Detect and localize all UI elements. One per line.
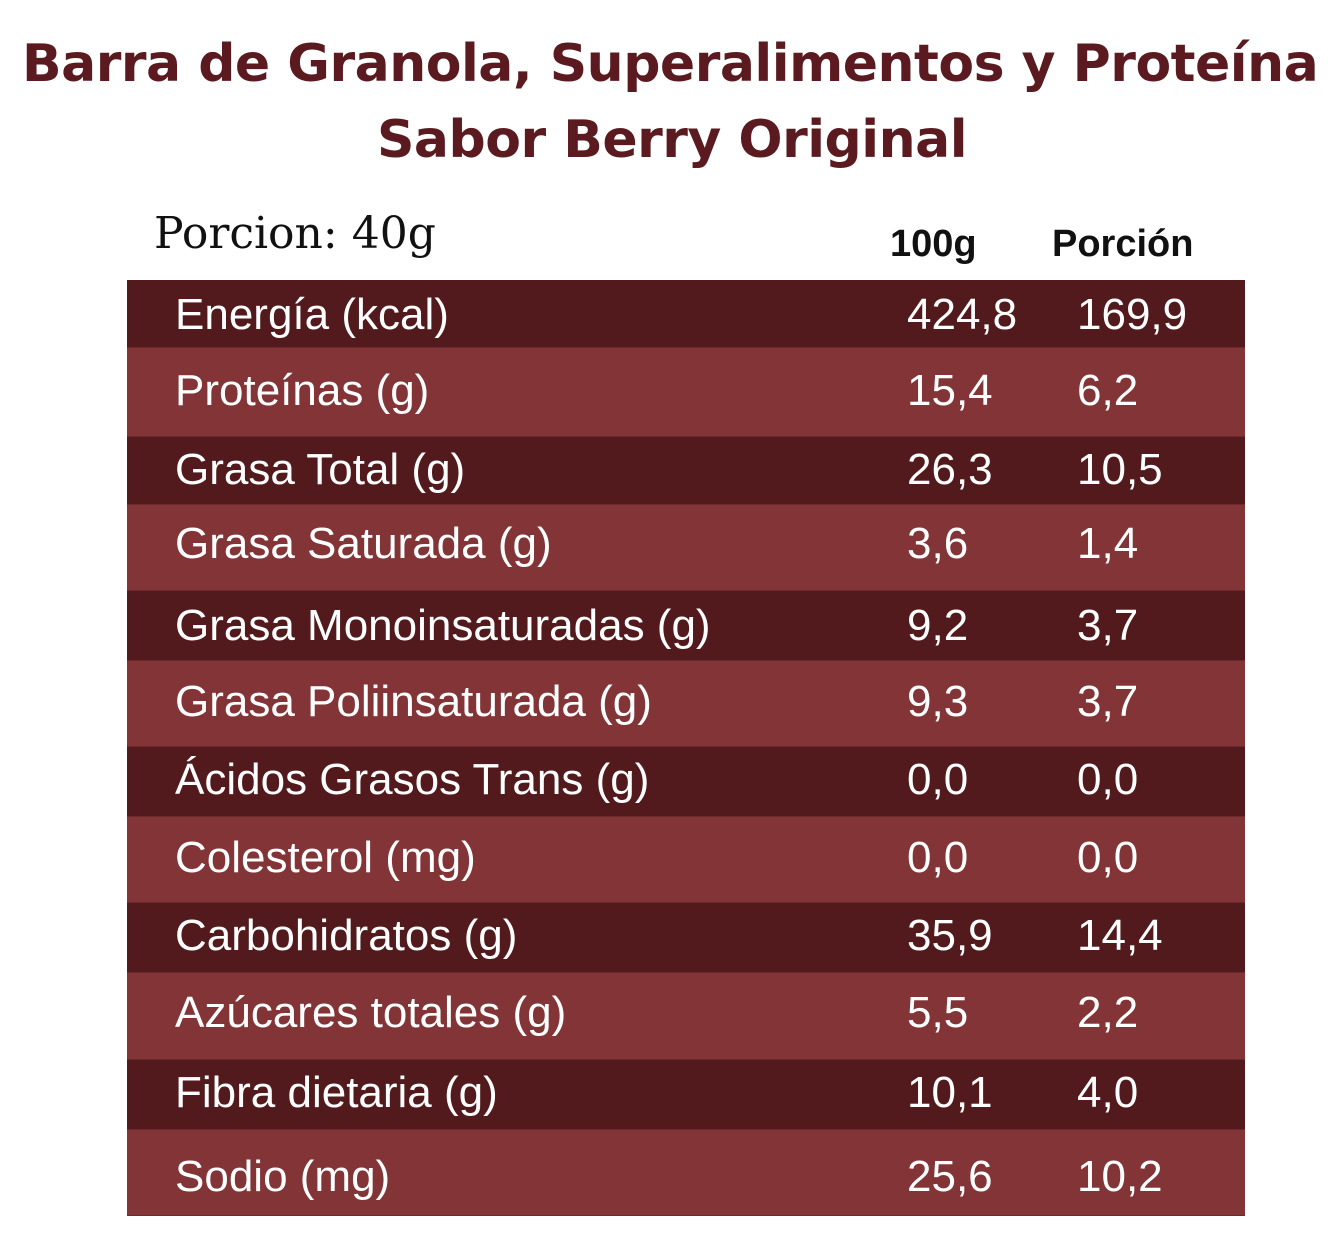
value-per-portion: 4,0	[1077, 1068, 1139, 1117]
table-row: Carbohidratos (g) 35,9 14,4	[127, 903, 1245, 973]
value-per-portion: 3,7	[1077, 601, 1139, 650]
table-row: Sodio (mg) 25,6 10,2	[127, 1130, 1245, 1216]
table-row: Grasa Total (g) 26,3 10,5	[127, 437, 1245, 505]
table-row: Proteínas (g) 15,4 6,2	[127, 348, 1245, 437]
value-per-portion: 0,0	[1077, 833, 1139, 882]
value-per-portion: 2,2	[1077, 988, 1139, 1037]
title-line-1: Barra de Granola, Superalimentos y Prote…	[22, 34, 1319, 94]
value-per-portion: 10,2	[1077, 1152, 1163, 1201]
table-row: Ácidos Grasos Trans (g) 0,0 0,0	[127, 747, 1245, 817]
table-row: Fibra dietaria (g) 10,1 4,0	[127, 1060, 1245, 1130]
table-row: Colesterol (mg) 0,0 0,0	[127, 817, 1245, 903]
value-per-100g: 5,5	[907, 988, 969, 1037]
value-per-100g: 3,6	[907, 519, 969, 568]
column-header-100g: 100g	[890, 223, 977, 265]
nutrient-name: Azúcares totales (g)	[175, 988, 567, 1037]
nutrient-name: Colesterol (mg)	[175, 833, 476, 882]
title-line-2: Sabor Berry Original	[376, 110, 968, 170]
value-per-portion: 14,4	[1077, 911, 1163, 960]
value-per-portion: 1,4	[1077, 519, 1139, 568]
column-header-portion: Porción	[1052, 223, 1194, 265]
nutrient-name: Proteínas (g)	[175, 366, 430, 415]
nutrition-table: Energía (kcal) 424,8 169,9 Proteínas (g) 15,…	[127, 280, 1245, 1216]
nutrient-name: Grasa Monoinsaturadas (g)	[175, 601, 711, 650]
nutrient-name: Ácidos Grasos Trans (g)	[175, 755, 650, 804]
value-per-100g: 35,9	[907, 911, 993, 960]
value-per-100g: 15,4	[907, 366, 993, 415]
value-per-100g: 26,3	[907, 445, 993, 494]
table-row: Grasa Monoinsaturadas (g) 9,2 3,7	[127, 591, 1245, 661]
value-per-portion: 0,0	[1077, 755, 1139, 804]
nutrient-name: Energía (kcal)	[175, 290, 449, 339]
nutrient-name: Sodio (mg)	[175, 1152, 391, 1201]
portion-size-label: Porcion: 40g	[154, 208, 436, 259]
value-per-portion: 3,7	[1077, 677, 1139, 726]
value-per-100g: 0,0	[907, 755, 969, 804]
value-per-100g: 424,8	[907, 290, 1018, 339]
value-per-portion: 6,2	[1077, 366, 1139, 415]
nutrient-name: Grasa Saturada (g)	[175, 519, 552, 568]
value-per-100g: 9,3	[907, 677, 969, 726]
value-per-portion: 169,9	[1077, 290, 1188, 339]
nutrient-name: Grasa Poliinsaturada (g)	[175, 677, 652, 726]
nutrient-name: Fibra dietaria (g)	[175, 1068, 498, 1117]
table-row: Azúcares totales (g) 5,5 2,2	[127, 973, 1245, 1060]
value-per-100g: 0,0	[907, 833, 969, 882]
value-per-100g: 25,6	[907, 1152, 993, 1201]
table-row: Grasa Poliinsaturada (g) 9,3 3,7	[127, 661, 1245, 747]
nutrient-name: Carbohidratos (g)	[175, 911, 518, 960]
value-per-100g: 9,2	[907, 601, 969, 650]
nutrient-name: Grasa Total (g)	[175, 445, 466, 494]
table-row: Energía (kcal) 424,8 169,9	[127, 280, 1245, 348]
table-row: Grasa Saturada (g) 3,6 1,4	[127, 505, 1245, 591]
value-per-100g: 10,1	[907, 1068, 993, 1117]
value-per-portion: 10,5	[1077, 445, 1163, 494]
